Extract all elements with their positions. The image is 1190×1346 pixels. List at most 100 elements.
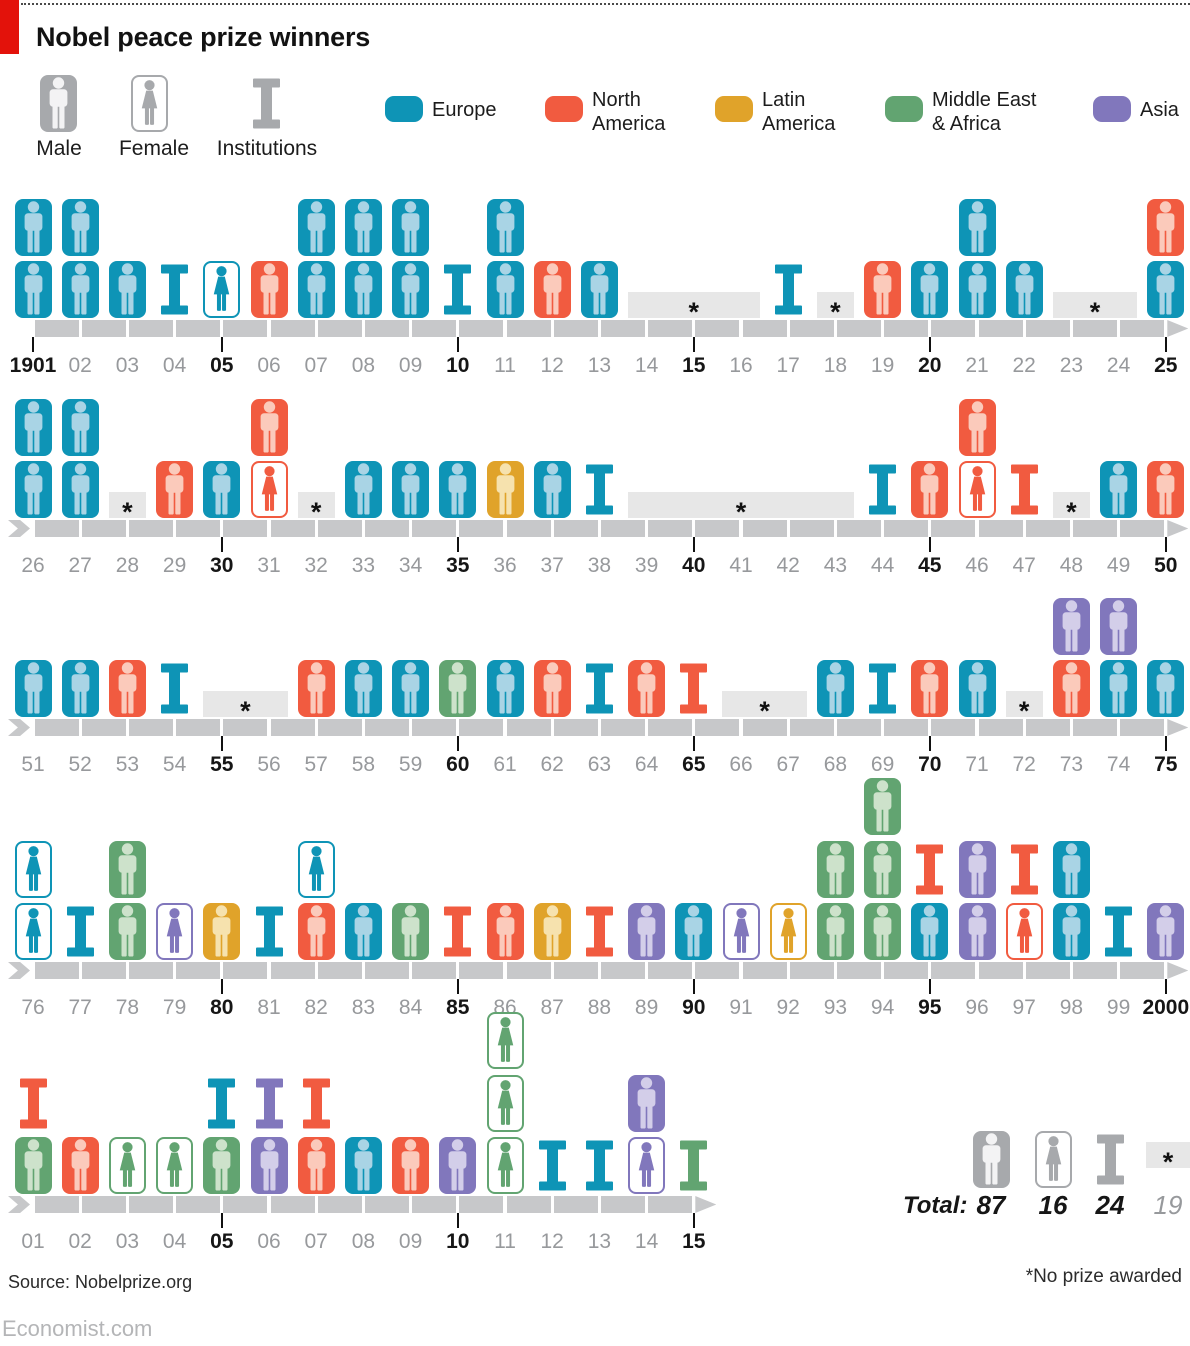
year-label: 80 <box>210 996 234 1019</box>
legend-male-label: Male <box>36 137 82 160</box>
year-label: 91 <box>729 996 753 1019</box>
male-laureate-icon <box>486 903 524 960</box>
male-figure-icon <box>118 842 137 894</box>
timeline-bar-segment <box>884 520 929 537</box>
female-figure-icon <box>308 845 324 891</box>
year-label: 84 <box>398 996 423 1019</box>
timeline-bar-segment <box>81 320 126 337</box>
male-laureate-icon <box>580 261 618 318</box>
timeline-bar-segment <box>884 962 929 979</box>
year-label: 09 <box>398 354 423 377</box>
totals-female-icon <box>1035 1131 1072 1188</box>
institution-figure-icon <box>869 663 897 714</box>
year-label: 41 <box>729 554 753 577</box>
year-label: 70 <box>918 753 942 776</box>
year-label: 96 <box>965 996 989 1019</box>
year-tick <box>220 1213 223 1228</box>
timeline-bar-segment <box>648 320 693 337</box>
year-label: 90 <box>682 996 706 1019</box>
male-laureate-icon <box>958 261 996 318</box>
male-laureate-icon <box>958 903 996 960</box>
male-figure-icon <box>49 77 68 129</box>
male-figure-icon <box>1062 662 1081 714</box>
timeline-bar-segment <box>836 719 882 736</box>
institution-laureate-icon <box>1006 461 1043 518</box>
timeline-bar-segment <box>553 1196 598 1213</box>
female-figure-icon <box>25 908 41 953</box>
year-label: 34 <box>398 554 423 577</box>
male-laureate-icon <box>1100 461 1138 518</box>
male-laureate-icon <box>533 903 571 960</box>
year-label: 67 <box>776 753 800 776</box>
male-laureate-icon <box>1147 461 1185 518</box>
male-laureate-icon <box>816 840 854 898</box>
female-figure-icon <box>1016 908 1032 953</box>
male-figure-icon <box>71 400 90 452</box>
year-label: 63 <box>587 753 612 776</box>
year-label: 65 <box>682 753 706 776</box>
timeline-bar-start <box>8 520 30 537</box>
institution-figure-icon <box>161 264 189 315</box>
year-tick <box>928 979 931 994</box>
male-figure-icon <box>354 200 373 252</box>
male-laureate-icon <box>958 198 996 256</box>
male-figure-icon <box>496 463 514 515</box>
timeline-bar-segment <box>742 520 787 537</box>
male-figure-icon <box>637 1076 656 1128</box>
timeline-bar-arrowhead <box>1167 719 1189 736</box>
totals-institution-value: 24 <box>1095 1190 1125 1220</box>
male-figure-icon <box>1156 200 1175 252</box>
male-laureate-icon <box>1147 903 1185 960</box>
timeline-bar-segment <box>884 320 929 337</box>
male-laureate-icon <box>1147 660 1185 717</box>
timeline-bar-segment <box>1072 520 1118 537</box>
timeline-bar-segment <box>742 320 787 337</box>
year-label: 26 <box>21 554 45 577</box>
male-figure-icon <box>543 905 562 957</box>
institution-laureate-icon <box>1100 903 1137 960</box>
year-label: 31 <box>257 554 281 577</box>
timeline-bar-segment <box>1120 320 1165 337</box>
timeline-bar-segment <box>223 719 268 736</box>
male-laureate-icon <box>533 461 571 518</box>
year-label: 68 <box>823 753 848 776</box>
male-figure-icon <box>354 1139 373 1191</box>
year-label: 81 <box>257 996 281 1019</box>
male-laureate-icon <box>958 398 996 456</box>
male-laureate-icon <box>344 1137 382 1194</box>
female-figure-icon <box>261 466 277 511</box>
male-laureate-icon <box>297 660 335 717</box>
year-tick <box>1164 979 1167 994</box>
male-figure-icon <box>401 463 420 515</box>
institution-laureate-icon <box>251 903 288 960</box>
timeline-bar-segment <box>506 962 551 979</box>
male-laureate-icon <box>392 461 430 518</box>
male-laureate-icon <box>439 461 477 518</box>
year-label: 09 <box>398 1230 423 1253</box>
male-laureate-icon <box>486 461 524 518</box>
male-laureate-icon <box>533 660 571 717</box>
timeline-bar-segment <box>648 719 693 736</box>
no-prize-block: * <box>108 492 146 525</box>
year-label: 08 <box>351 1230 376 1253</box>
timeline-bar-segment <box>648 1196 693 1213</box>
male-laureate-icon <box>1147 198 1185 256</box>
male-figure-icon <box>873 905 892 957</box>
timeline-bar-segment <box>176 520 221 537</box>
timeline-bar-segment <box>412 520 457 537</box>
timeline-bar-segment <box>931 520 976 537</box>
male-figure-icon <box>826 662 845 714</box>
timeline-bar-segment <box>81 1196 126 1213</box>
year-label: 89 <box>634 996 659 1019</box>
year-label: 25 <box>1154 354 1178 377</box>
male-laureate-icon <box>958 660 996 717</box>
year-tick <box>1164 337 1167 352</box>
timeline-bar-segment <box>223 320 268 337</box>
no-prize-block: * <box>203 691 288 724</box>
institution-laureate-icon <box>62 903 99 960</box>
timeline-bar-segment <box>553 520 598 537</box>
timeline-bar-segment <box>459 719 504 736</box>
institution-laureate-icon <box>251 1075 288 1132</box>
institution-laureate-icon <box>203 1075 240 1132</box>
year-label: 12 <box>540 354 564 377</box>
